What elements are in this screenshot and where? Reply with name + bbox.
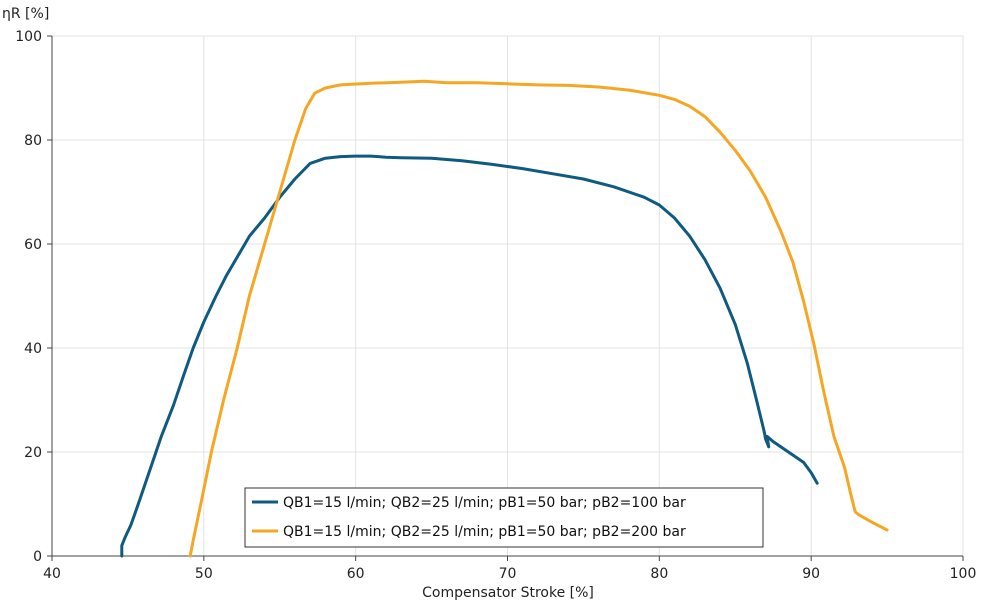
- y-tick-label-0: 0: [33, 549, 42, 565]
- x-tick-label-5: 90: [802, 566, 820, 582]
- legend-box: [244, 487, 764, 548]
- series-line-2: [188, 79, 889, 558]
- y-tick-label-1: 20: [24, 445, 42, 461]
- axes: [47, 35, 964, 561]
- x-tick-label-2: 60: [347, 566, 365, 582]
- x-tick-label-0: 40: [43, 566, 61, 582]
- y-tick-label-4: 80: [24, 133, 42, 149]
- series-lines: [120, 79, 889, 558]
- x-tick-label-1: 50: [195, 566, 213, 582]
- y-tick-label-3: 60: [24, 237, 42, 253]
- legend-label-series-2: QB1=15 l/min; QB2=25 l/min; pB1=50 bar; …: [283, 524, 686, 540]
- y-tick-label-2: 40: [24, 341, 42, 357]
- series-line-1: [120, 154, 819, 558]
- tick-labels: 40 50 60 70 80 90 100 0 20 40 60 80 100: [15, 29, 976, 582]
- x-tick-label-3: 70: [499, 566, 517, 582]
- x-tick-label-4: 80: [650, 566, 668, 582]
- legend-label-series-1: QB1=15 l/min; QB2=25 l/min; pB1=50 bar; …: [283, 495, 686, 511]
- x-axis-title: Compensator Stroke [%]: [422, 585, 594, 601]
- y-axis-title: ηR [%]: [2, 6, 49, 22]
- y-tick-label-5: 100: [15, 29, 42, 45]
- legend: QB1=15 l/min; QB2=25 l/min; pB1=50 bar; …: [244, 487, 764, 548]
- grid-lines: [52, 35, 964, 556]
- x-tick-label-6: 100: [950, 566, 977, 582]
